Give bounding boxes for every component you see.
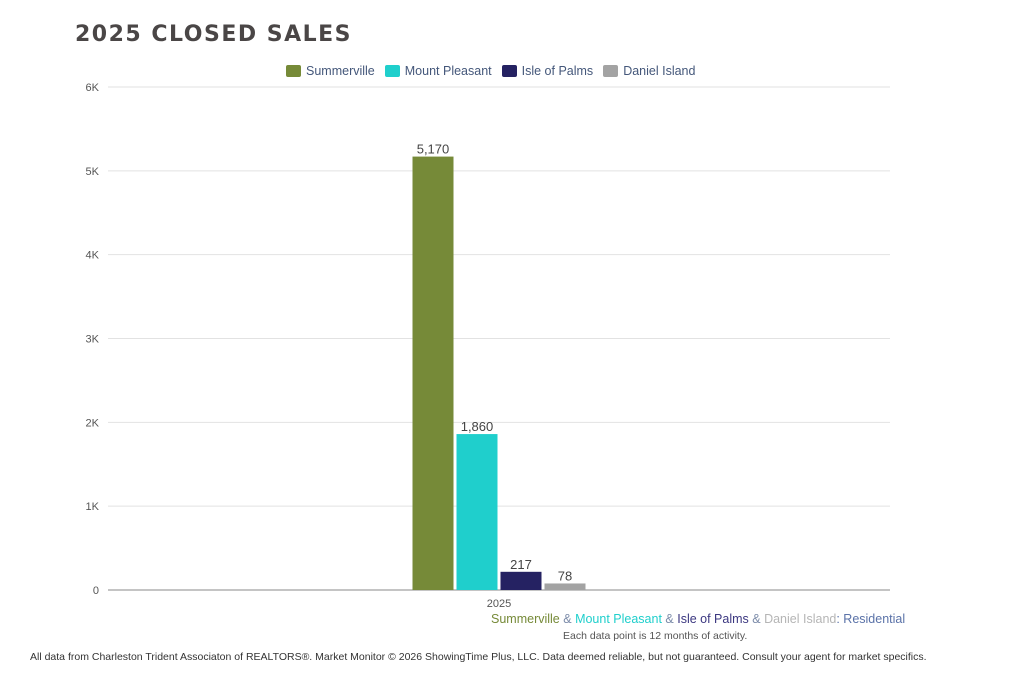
subtitle-part: Mount Pleasant bbox=[575, 612, 662, 626]
subtitle-part: Summerville bbox=[491, 612, 560, 626]
bar-summerville bbox=[412, 156, 454, 590]
y-tick-label: 2K bbox=[86, 417, 100, 429]
legend-label: Mount Pleasant bbox=[404, 64, 492, 78]
subtitle-part: Isle of Palms bbox=[677, 612, 749, 626]
subtitle-part: Daniel Island bbox=[764, 612, 837, 626]
subtitle-part: & bbox=[661, 612, 678, 626]
bar-isle-of-palms bbox=[500, 571, 542, 590]
bar-daniel-island bbox=[544, 583, 586, 590]
subtitle-part: & bbox=[748, 612, 765, 626]
chart-title: 2025 CLOSED SALES bbox=[75, 22, 353, 47]
legend-item-summerville[interactable]: Summerville bbox=[286, 64, 375, 78]
footer-disclaimer: All data from Charleston Trident Associa… bbox=[30, 651, 927, 663]
y-tick-label: 1K bbox=[86, 501, 100, 513]
legend-swatch bbox=[603, 65, 619, 77]
subtitle-part: : Residential bbox=[836, 612, 906, 626]
legend: Summerville Mount Pleasant Isle of Palms… bbox=[286, 64, 695, 78]
subtitle-part: & bbox=[559, 612, 576, 626]
y-tick-label: 5K bbox=[86, 166, 100, 178]
y-tick-label: 3K bbox=[86, 334, 100, 346]
x-tick-label: 2025 bbox=[487, 598, 511, 610]
chart-subtitle: Summerville & Mount Pleasant & Isle of P… bbox=[491, 612, 905, 626]
data-label: 5,170 bbox=[417, 142, 450, 157]
legend-label: Daniel Island bbox=[623, 64, 696, 78]
legend-swatch bbox=[501, 65, 517, 77]
data-label: 217 bbox=[510, 557, 532, 572]
legend-item-isle-of-palms[interactable]: Isle of Palms bbox=[501, 64, 594, 78]
y-tick-label: 4K bbox=[86, 250, 100, 262]
y-tick-label: 6K bbox=[86, 82, 100, 94]
legend-item-mount-pleasant[interactable]: Mount Pleasant bbox=[384, 64, 492, 78]
bar-mount-pleasant bbox=[456, 434, 498, 590]
legend-label: Summerville bbox=[306, 64, 375, 78]
legend-item-daniel-island[interactable]: Daniel Island bbox=[603, 64, 695, 78]
data-label: 78 bbox=[558, 568, 572, 583]
y-tick-label: 0 bbox=[93, 585, 99, 597]
legend-swatch bbox=[286, 65, 301, 77]
legend-label: Isle of Palms bbox=[521, 64, 594, 78]
legend-swatch bbox=[384, 65, 400, 77]
data-label: 1,860 bbox=[461, 419, 494, 434]
chart-note: Each data point is 12 months of activity… bbox=[563, 630, 748, 642]
